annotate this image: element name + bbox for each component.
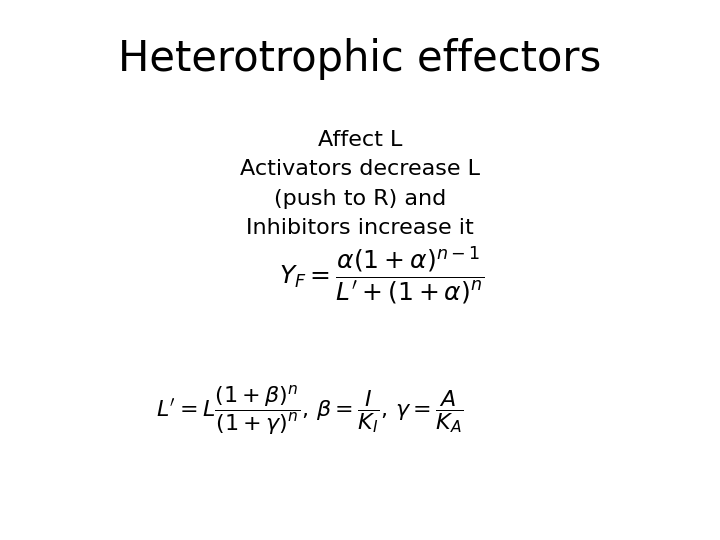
Text: Affect L
Activators decrease L
(push to R) and
Inhibitors increase it: Affect L Activators decrease L (push to … xyxy=(240,130,480,238)
Text: $L' = L\dfrac{(1+\beta)^{n}}{(1+\gamma)^{n}},\, \beta = \dfrac{I}{K_I},\, \gamma: $L' = L\dfrac{(1+\beta)^{n}}{(1+\gamma)^… xyxy=(156,383,464,437)
Text: Heterotrophic effectors: Heterotrophic effectors xyxy=(118,38,602,80)
Text: $Y_F = \dfrac{\alpha(1+\alpha)^{n-1}}{L'+(1+\alpha)^{n}}$: $Y_F = \dfrac{\alpha(1+\alpha)^{n-1}}{L'… xyxy=(279,245,484,306)
